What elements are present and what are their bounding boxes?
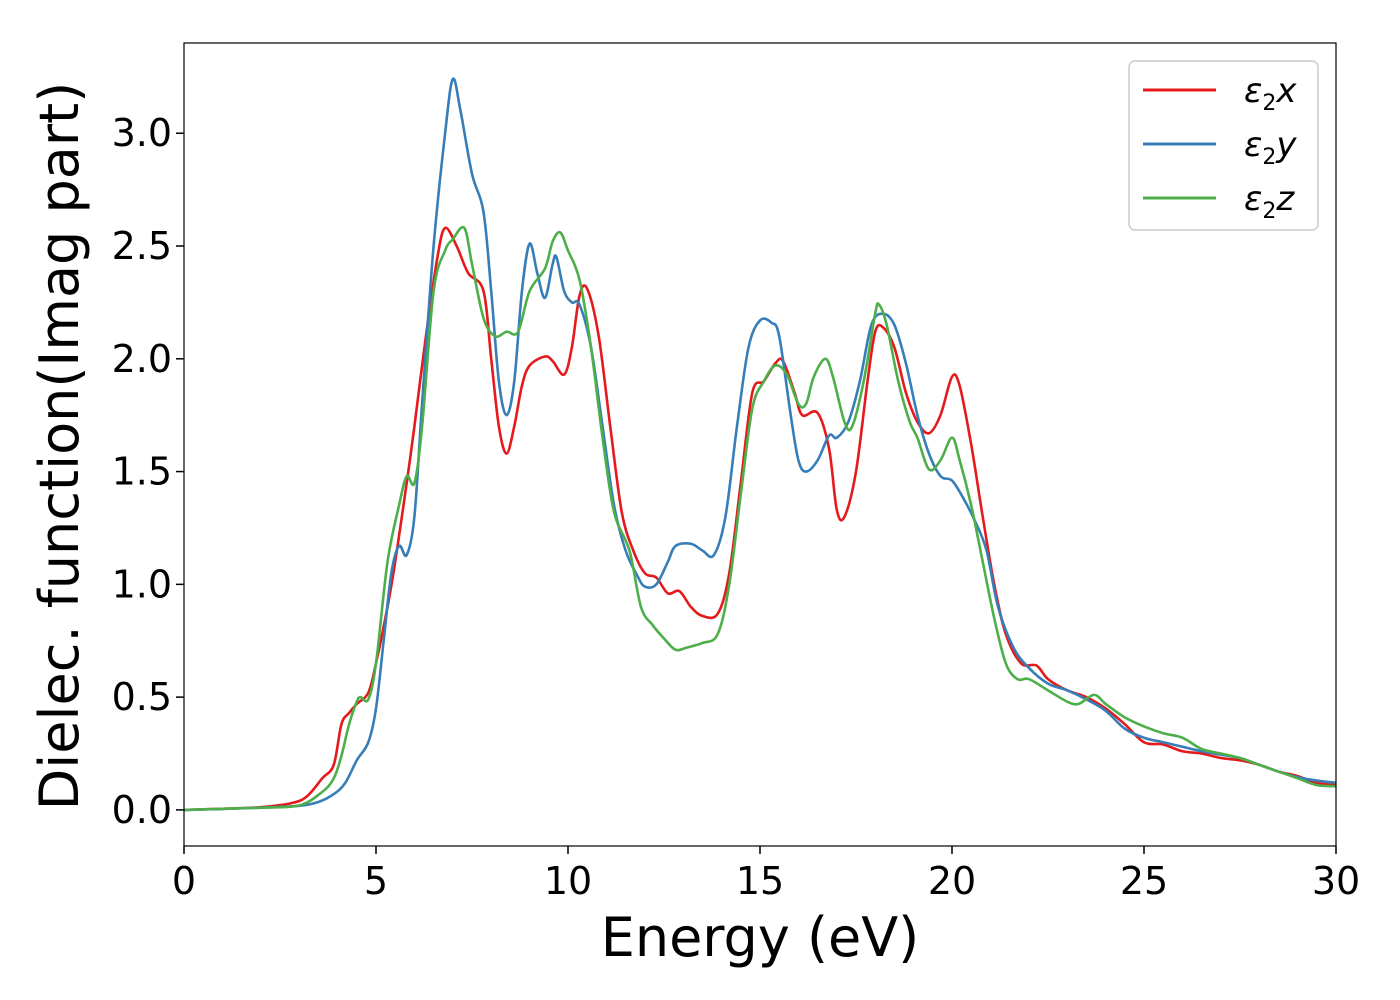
y-tick-label: 0.5: [112, 675, 172, 719]
y-axis-ticks: 0.0 0.5 1.0 1.5 2.0 2.5 3.0: [112, 111, 184, 832]
series-line-x: [183, 226, 1337, 812]
x-tick-label: 0: [172, 859, 196, 903]
y-axis-label: Dielec. function(Imag part): [28, 82, 91, 811]
x-tick-label: 5: [364, 859, 388, 903]
legend-label-x: ε2x: [1244, 71, 1297, 116]
legend: ε2x ε2y ε2z: [1128, 60, 1319, 231]
y-tick-label: 3.0: [112, 111, 172, 155]
series-line-z: [183, 225, 1337, 812]
legend-box: [1128, 60, 1319, 231]
x-tick-label: 25: [1120, 859, 1168, 903]
y-tick-label: 2.0: [112, 337, 172, 381]
x-tick-label: 20: [928, 859, 976, 903]
y-tick-label: 0.0: [112, 788, 172, 832]
legend-label-y: ε2y: [1244, 125, 1297, 170]
x-tick-label: 10: [544, 859, 592, 903]
y-tick-label: 1.5: [112, 450, 172, 494]
x-tick-label: 30: [1312, 859, 1360, 903]
series-line-y: [183, 77, 1337, 812]
y-tick-label: 2.5: [112, 224, 172, 268]
x-axis-ticks: 0 5 10 15 20 25 30: [172, 846, 1360, 903]
y-tick-label: 1.0: [112, 562, 172, 606]
series-layer: [183, 77, 1337, 812]
legend-label-z: ε2z: [1244, 179, 1295, 224]
x-tick-label: 15: [736, 859, 784, 903]
x-axis-label: Energy (eV): [601, 906, 920, 969]
